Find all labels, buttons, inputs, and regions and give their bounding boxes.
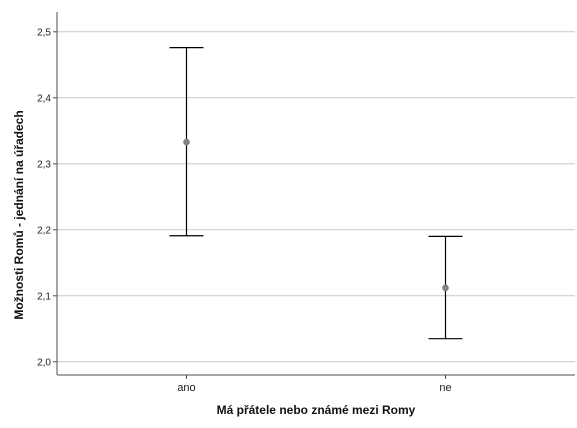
x-categories: ano ne (177, 375, 452, 394)
y-axis-title: Možnosti Romů - jednání na úřadech (12, 110, 26, 319)
mean-point (442, 284, 449, 292)
mean-point (183, 138, 190, 146)
grid-layer (57, 31, 575, 363)
y-tick-label: 2,5 (37, 27, 51, 38)
x-category-label: ano (177, 382, 195, 394)
y-tick-label: 2,0 (37, 357, 51, 368)
y-tick-label: 2,4 (37, 93, 51, 104)
y-tick-label: 2,2 (37, 225, 51, 236)
y-ticks: 2,0 2,1 2,2 2,3 2,4 2,5 (37, 27, 57, 368)
x-category-label: ne (439, 382, 451, 394)
y-tick-label: 2,3 (37, 159, 51, 170)
error-bars (169, 47, 463, 340)
x-axis-title: Má přátele nebo známé mezi Romy (217, 403, 416, 417)
axis-layer (56, 12, 575, 376)
y-tick-label: 2,1 (37, 291, 51, 302)
